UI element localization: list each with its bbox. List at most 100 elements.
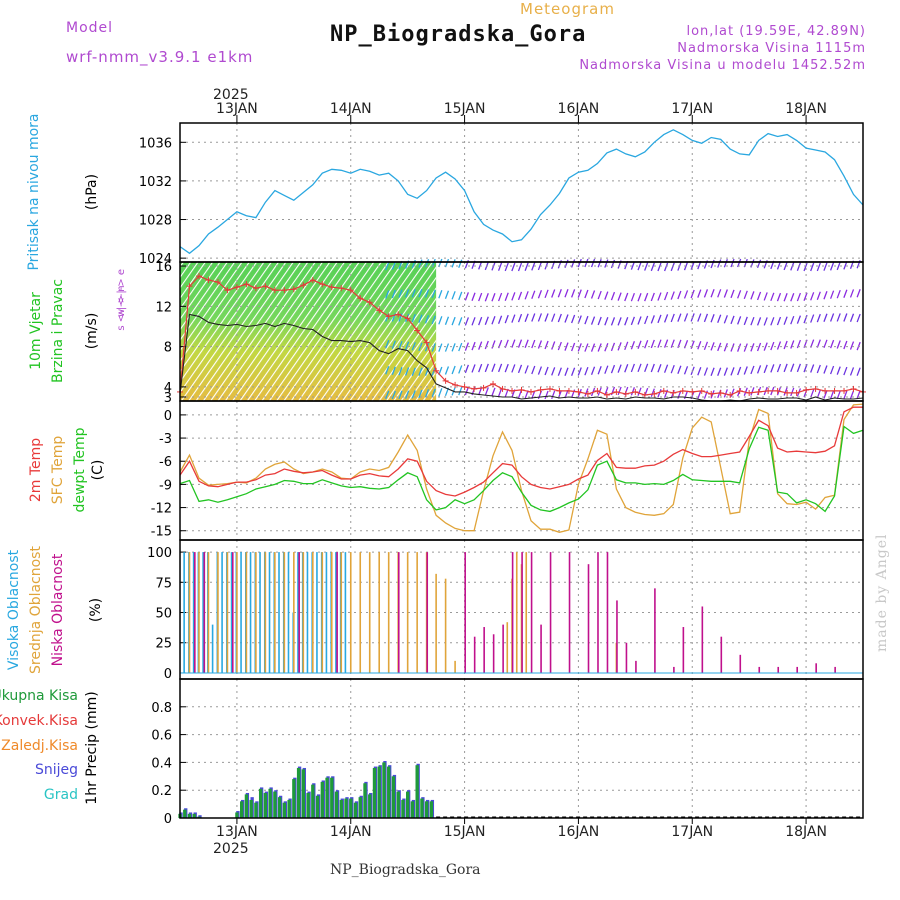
- wind-barb: [418, 289, 423, 298]
- wind-barb: [537, 290, 543, 299]
- wind-barb: [524, 365, 529, 374]
- wind-barb: [750, 316, 755, 326]
- precip-tick-label: 0.6: [151, 729, 172, 744]
- wind-barb: [843, 289, 848, 298]
- temp-axis-title: 2m Temp: [28, 438, 44, 502]
- wind-barb: [531, 339, 536, 349]
- panel-frame: [179, 122, 864, 263]
- wind-barb: [823, 365, 828, 374]
- wind-barb: [683, 313, 689, 322]
- wind-barb: [829, 290, 835, 299]
- wind-barb: [504, 363, 509, 373]
- wind-barb: [524, 339, 529, 348]
- lonlat-info: lon,lat (19.59E, 42.89N): [686, 24, 866, 39]
- wind-barb: [663, 291, 669, 301]
- precip-legend-item: Ukupna Kisa: [0, 688, 78, 704]
- precip-total-bar: [325, 777, 329, 818]
- wind-barb: [624, 341, 629, 351]
- wind-barb: [836, 289, 841, 299]
- precip-total-bar: [183, 809, 187, 818]
- wind-barb: [531, 290, 536, 299]
- wind-barb: [564, 342, 569, 351]
- wind-barb: [411, 367, 416, 376]
- wind-barb: [690, 340, 695, 349]
- wind-barb: [491, 387, 496, 397]
- wind-barb: [630, 341, 635, 350]
- precip-total-bar: [387, 766, 391, 818]
- wind-barb: [398, 313, 403, 322]
- wind-barb: [557, 289, 562, 298]
- wind-barb: [431, 315, 436, 325]
- wind-barb: [584, 258, 589, 268]
- wind-barb: [464, 317, 469, 326]
- cloud-tick-label: 100: [147, 546, 172, 561]
- wind-barb: [597, 316, 602, 326]
- panel-frame: [179, 678, 864, 819]
- wind-barb: [491, 363, 496, 373]
- wind-barb: [590, 366, 596, 375]
- wind-barb: [551, 367, 556, 376]
- wind-barb: [517, 364, 523, 374]
- wind-barb: [571, 342, 576, 352]
- wind-barb: [438, 343, 443, 352]
- wind-barb: [816, 313, 821, 323]
- wind-barb: [703, 367, 709, 376]
- wind-barb: [776, 316, 782, 326]
- wind-barb: [604, 259, 609, 268]
- wind-barb: [703, 313, 709, 323]
- wind-barb: [458, 317, 463, 326]
- wind-barb: [444, 290, 450, 299]
- wind-barb: [836, 313, 841, 322]
- wind-barb: [829, 390, 835, 399]
- wind-barb: [564, 259, 569, 269]
- wind-barb: [571, 314, 576, 324]
- wind-field-hatch: [180, 262, 437, 401]
- wind-barb: [743, 316, 748, 326]
- wind-barb: [644, 315, 649, 325]
- precip-total-bar: [420, 798, 424, 818]
- wind-barb: [478, 316, 483, 326]
- precip-total-bar: [401, 799, 405, 818]
- cloud-tick-label: 25: [155, 637, 172, 652]
- wind-barb: [670, 364, 675, 374]
- wind-barb: [836, 366, 841, 375]
- wind-barb: [551, 289, 556, 298]
- wind-barb: [431, 289, 436, 299]
- wind-barb: [544, 390, 549, 400]
- precip-tick-label: 0.4: [151, 756, 172, 771]
- wind-barb: [677, 365, 682, 374]
- wind-barb: [697, 341, 702, 350]
- wind-barb: [511, 292, 516, 301]
- wind-barb: [471, 317, 476, 326]
- wind-barb: [849, 390, 855, 400]
- precip-total-bar: [424, 801, 429, 818]
- temp-unit-label: (C): [90, 460, 106, 481]
- wind-barb: [697, 390, 702, 400]
- wind-barb: [544, 313, 549, 322]
- wind-barb: [590, 290, 596, 299]
- wind-barb: [385, 390, 390, 400]
- precip-axis-title: 1hr Precip (mm): [84, 691, 100, 804]
- temp-tick-label: -12: [151, 502, 172, 517]
- wind-tick-label: 12: [155, 300, 172, 315]
- wind-barb: [710, 289, 715, 298]
- wind-barb: [458, 386, 463, 396]
- wind-barb: [517, 339, 523, 348]
- wind-barb: [650, 262, 655, 272]
- wind-barb: [511, 314, 516, 323]
- wind-barb: [763, 292, 768, 301]
- wind-barb: [810, 314, 815, 323]
- wind-barb: [644, 292, 649, 302]
- precip-total-bar: [296, 767, 301, 818]
- wind-barb: [517, 313, 523, 323]
- pressure-tick-label: 1024: [139, 252, 172, 267]
- wind-barb: [723, 343, 728, 352]
- wind-barb: [756, 259, 762, 269]
- wind-speed-line: [179, 313, 864, 402]
- wind-barb: [544, 289, 549, 299]
- wind-barb: [763, 364, 768, 374]
- wind-barb: [630, 363, 635, 373]
- wind-barb: [497, 388, 503, 397]
- wind-barb: [790, 387, 795, 397]
- temp-tick-label: -6: [159, 455, 172, 470]
